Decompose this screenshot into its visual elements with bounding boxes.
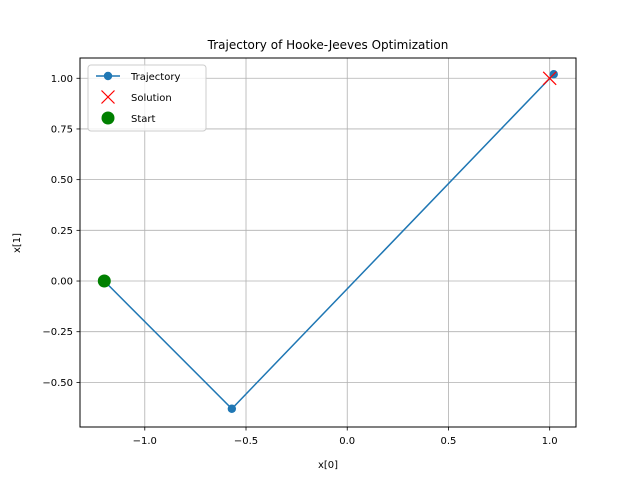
start-point [97,274,111,288]
trajectory-point [227,404,237,413]
legend: Trajectory Solution Start [87,64,207,132]
x-tick-label: 1.0 [542,436,558,447]
y-tick-label: 0.50 [51,175,73,186]
solution-marker-stroke [101,90,115,104]
legend-label: Start [131,114,156,125]
x-axis-label: x[0] [318,460,338,471]
x-tick-label: 0.5 [441,436,457,447]
x-tick-label: −1.0 [133,436,157,447]
x-tick-label: −0.5 [234,436,258,447]
y-tick-label: 1.00 [51,74,73,85]
y-axis-label: x[1] [12,233,23,253]
y-tick-label: −0.50 [42,378,73,389]
legend-label: Solution [131,93,172,104]
legend-label: Trajectory [130,72,180,83]
plot-area [97,70,558,413]
x-tick-label: 0.0 [339,436,355,447]
legend-box [87,64,207,132]
y-tick-label: 0.75 [51,124,73,135]
ticks: −1.0 −0.5 0.0 0.5 1.0 −0.50 −0.25 0.00 0.25 0.50 0… [42,74,557,447]
legend-trajectory-marker [103,71,113,81]
y-tick-label: 0.00 [51,277,73,288]
y-tick-label: 0.25 [51,226,73,237]
solution-marker-stroke [542,71,557,86]
legend-start-marker [101,111,115,125]
axes-frame [79,57,577,428]
y-tick-label: −0.25 [42,327,73,338]
grid [80,58,576,427]
chart-title: Trajectory of Hooke-Jeeves Optimization [207,38,449,52]
